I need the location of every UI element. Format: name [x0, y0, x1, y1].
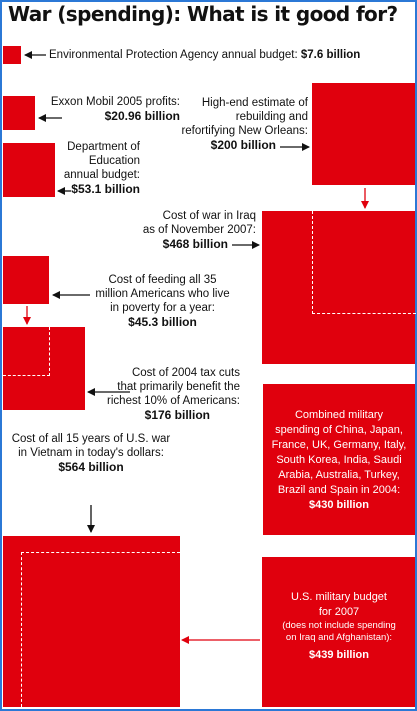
square-epa — [3, 46, 21, 64]
label-us-military-line4: on Iraq and Afghanistan): — [285, 632, 393, 643]
label-combined-line5: Arabia, Australia, Turkey, — [278, 469, 400, 481]
square-new-orleans — [312, 83, 415, 185]
label-combined-line6: Brazil and Spain in 2004: — [277, 484, 401, 496]
label-education: Department of Education annual budget: $… — [60, 140, 140, 197]
value-taxcuts: $176 billion — [144, 408, 210, 422]
label-us-military: U.S. military budget for 2007 (does not … — [264, 590, 414, 663]
label-poverty-line3: in poverty for a year: — [110, 302, 215, 314]
square-vietnam — [3, 536, 180, 707]
square-taxcuts — [3, 327, 85, 410]
label-epa-text: Environmental Protection Agency annual b… — [49, 49, 301, 61]
label-new-orleans: High-end estimate of rebuilding and refo… — [160, 96, 308, 153]
value-exxon: $20.96 billion — [104, 109, 180, 123]
square-iraq — [262, 211, 416, 364]
label-taxcuts: Cost of 2004 tax cuts that primarily ben… — [100, 366, 240, 423]
overlay-new-orleans-outline — [312, 211, 416, 314]
overlay-poverty-outline — [3, 327, 50, 376]
value-poverty: $45.3 billion — [128, 315, 197, 329]
label-new-orleans-line3: refortifying New Orleans: — [181, 125, 308, 137]
square-poverty — [3, 256, 49, 304]
label-combined: Combined military spending of China, Jap… — [265, 408, 413, 513]
value-new-orleans: $200 billion — [210, 138, 276, 152]
label-taxcuts-line2: that primarily benefit the — [117, 381, 240, 393]
label-us-military-line2: for 2007 — [318, 606, 360, 618]
label-taxcuts-line1: Cost of 2004 tax cuts — [131, 367, 240, 379]
square-education — [3, 143, 55, 197]
label-vietnam-line2: in Vietnam in today's dollars: — [18, 447, 164, 459]
label-epa: Environmental Protection Agency annual b… — [49, 48, 360, 62]
label-education-line3: annual budget: — [63, 169, 140, 181]
label-taxcuts-line3: richest 10% of Americans: — [107, 395, 240, 407]
square-us-military — [262, 557, 415, 707]
value-us-military: $439 billion — [309, 649, 369, 661]
label-poverty-line1: Cost of feeding all 35 — [108, 274, 217, 286]
square-exxon — [3, 96, 35, 130]
label-combined-line4: South Korea, India, Saudi — [276, 454, 402, 466]
label-combined-line2: spending of China, Japan, — [275, 424, 403, 436]
overlay-us-military-outline — [21, 552, 180, 707]
value-iraq: $468 billion — [162, 237, 228, 251]
label-education-line1: Department of — [67, 141, 140, 153]
label-iraq-line1: Cost of war in Iraq — [162, 210, 256, 222]
label-vietnam: Cost of all 15 years of U.S. war in Viet… — [6, 432, 176, 475]
label-us-military-line1: U.S. military budget — [291, 591, 387, 603]
page-title: War (spending): What is it good for? — [8, 2, 398, 26]
value-vietnam: $564 billion — [58, 460, 124, 474]
value-combined: $430 billion — [309, 499, 369, 511]
value-education: $53.1 billion — [71, 182, 140, 196]
label-iraq: Cost of war in Iraq as of November 2007:… — [120, 209, 256, 252]
label-combined-line3: France, UK, Germany, Italy, — [271, 439, 407, 451]
label-new-orleans-line1: High-end estimate of — [201, 97, 308, 109]
value-epa: $7.6 billion — [300, 49, 361, 61]
label-exxon: Exxon Mobil 2005 profits: $20.96 billion — [40, 95, 180, 124]
label-us-military-line3: (does not include spending — [282, 620, 396, 631]
label-combined-line1: Combined military — [294, 409, 384, 421]
label-exxon-text: Exxon Mobil 2005 profits: — [50, 96, 180, 108]
label-poverty: Cost of feeding all 35 million Americans… — [90, 273, 235, 330]
label-vietnam-line1: Cost of all 15 years of U.S. war — [11, 433, 171, 445]
label-new-orleans-line2: rebuilding and — [235, 111, 308, 123]
label-poverty-line2: million Americans who live — [95, 288, 230, 300]
label-education-line2: Education — [88, 155, 140, 167]
square-combined — [263, 384, 415, 535]
label-iraq-line2: as of November 2007: — [142, 224, 256, 236]
